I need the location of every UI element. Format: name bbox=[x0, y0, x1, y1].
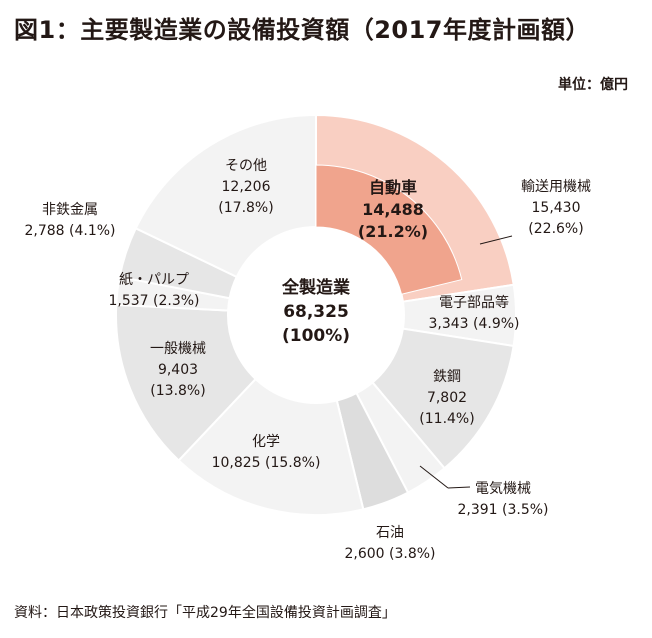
slice-その他 bbox=[134, 113, 317, 279]
label-line: 石油 bbox=[376, 525, 404, 541]
label-line: 9,403 bbox=[158, 362, 198, 378]
label-電気機械: 電気機械 2,391 (3.5%) bbox=[457, 481, 548, 518]
chart-labels: 自動車 14,488 (21.2%) 輸送用機械 15,430 (22.6%) 電子部品等 3… bbox=[24, 158, 591, 562]
slice-自動車 bbox=[315, 164, 463, 295]
label-line: その他 bbox=[225, 158, 267, 174]
unit-label: 単位：億円 bbox=[558, 77, 628, 93]
chart-slices bbox=[115, 113, 517, 516]
leader-line-電気機械-2 bbox=[447, 486, 471, 489]
label-line: 1,537 (2.3%) bbox=[108, 293, 199, 309]
center-total-label: 全製造業 68,325 (100%) bbox=[281, 277, 350, 346]
label-鉄鋼: 鉄鋼 7,802 (11.4%) bbox=[419, 369, 474, 427]
label-line: 化学 bbox=[252, 434, 280, 450]
label-一般機械: 一般機械 9,403 (13.8%) bbox=[150, 341, 206, 399]
leader-line-輸送用機械 bbox=[479, 235, 513, 245]
label-line: 電子部品等 bbox=[439, 294, 509, 311]
label-line: 12,206 bbox=[222, 179, 271, 195]
label-line: 自動車 bbox=[369, 178, 417, 197]
label-line: 非鉄金属 bbox=[42, 202, 98, 218]
label-line: 14,488 bbox=[362, 200, 424, 219]
label-line: 紙・パルプ bbox=[119, 272, 189, 288]
center-line: 全製造業 bbox=[281, 277, 350, 298]
label-line: 一般機械 bbox=[150, 341, 206, 357]
label-輸送用機械: 輸送用機械 15,430 (22.6%) bbox=[521, 179, 591, 237]
label-line: 3,343 (4.9%) bbox=[428, 316, 519, 332]
label-その他: その他 12,206 (17.8%) bbox=[218, 158, 273, 216]
label-line: 2,788 (4.1%) bbox=[24, 223, 115, 239]
label-line: 鉄鋼 bbox=[433, 369, 461, 385]
label-自動車: 自動車 14,488 (21.2%) bbox=[358, 178, 428, 241]
label-line: 15,430 bbox=[532, 200, 581, 216]
label-line: 輸送用機械 bbox=[521, 179, 591, 195]
label-line: (21.2%) bbox=[358, 222, 428, 241]
label-化学: 化学 10,825 (15.8%) bbox=[212, 434, 321, 471]
center-line: (100%) bbox=[282, 326, 350, 346]
label-line: 10,825 (15.8%) bbox=[212, 455, 321, 471]
chart-title: 図1：主要製造業の設備投資額（2017年度計画額） bbox=[14, 16, 590, 44]
leader-lines bbox=[419, 235, 513, 489]
label-line: 2,391 (3.5%) bbox=[457, 502, 548, 518]
label-電子部品等: 電子部品等 3,343 (4.9%) bbox=[428, 294, 519, 332]
label-line: (11.4%) bbox=[419, 411, 474, 427]
label-line: (17.8%) bbox=[218, 200, 273, 216]
chart-center: 全製造業 68,325 (100%) bbox=[281, 277, 350, 346]
label-line: 7,802 bbox=[427, 390, 467, 406]
label-紙・パルプ: 紙・パルプ 1,537 (2.3%) bbox=[108, 272, 199, 309]
center-line: 68,325 bbox=[283, 302, 349, 322]
label-line: 2,600 (3.8%) bbox=[344, 546, 435, 562]
label-line: (13.8%) bbox=[150, 383, 205, 399]
leader-line-電気機械 bbox=[419, 465, 449, 489]
source-note: 資料：日本政策投資銀行「平成29年全国設備投資計画調査」 bbox=[14, 605, 396, 621]
label-line: (22.6%) bbox=[528, 221, 583, 237]
slice-一般機械 bbox=[115, 303, 257, 462]
label-非鉄金属: 非鉄金属 2,788 (4.1%) bbox=[24, 202, 115, 239]
label-石油: 石油 2,600 (3.8%) bbox=[344, 525, 435, 562]
label-line: 電気機械 bbox=[475, 481, 531, 497]
